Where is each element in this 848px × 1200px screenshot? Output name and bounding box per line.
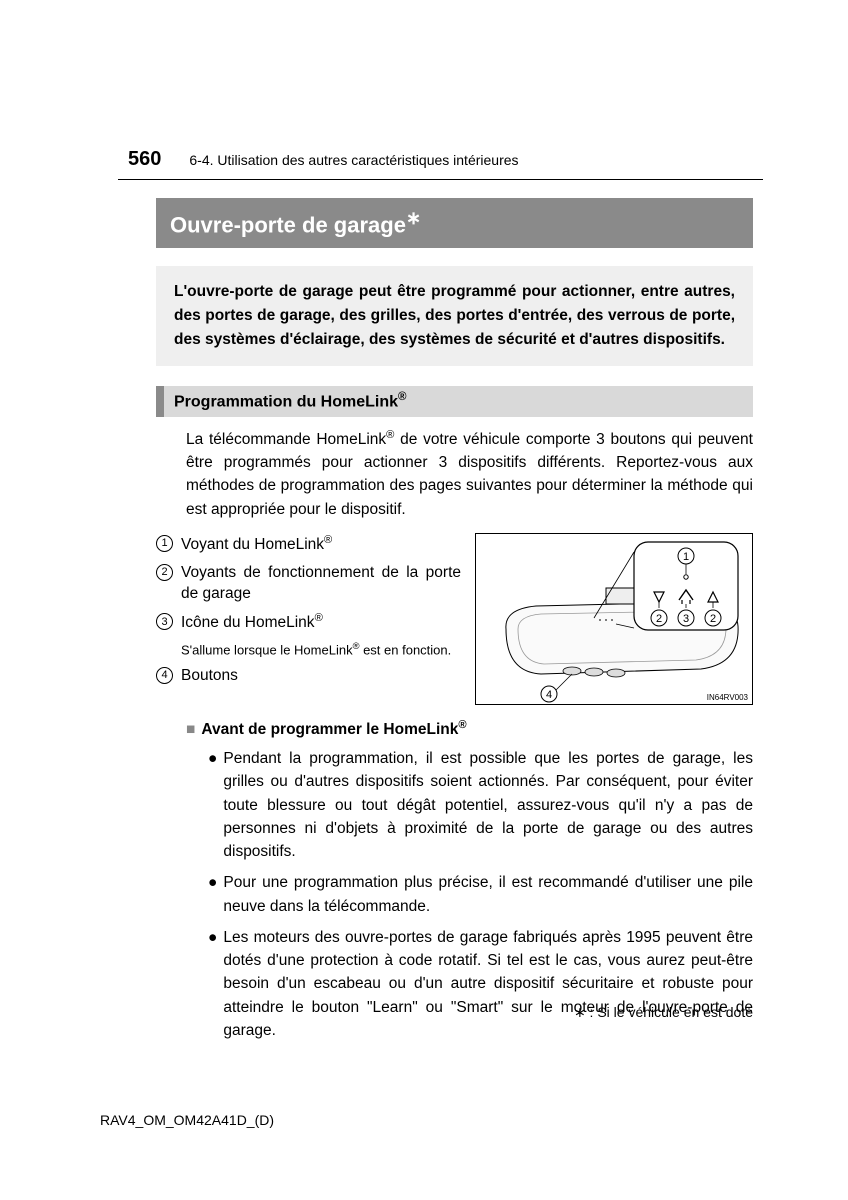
diagram-code: IN64RV003 — [707, 693, 748, 702]
list-item: 2 Voyants de fonctionnement de la porte … — [156, 562, 461, 605]
registered-mark: ® — [458, 719, 466, 731]
title-bar: Ouvre-porte de garage∗ — [156, 198, 753, 248]
title-asterisk: ∗ — [406, 208, 421, 228]
bullet-icon: ● — [208, 747, 217, 863]
two-column-section: 1 Voyant du HomeLink® 2 Voyants de fonct… — [156, 533, 753, 705]
bullet-item: ● Pour une programmation plus précise, i… — [208, 871, 753, 918]
subsection-heading: ■ Avant de programmer le HomeLink® — [186, 719, 753, 739]
svg-text:4: 4 — [546, 689, 552, 701]
item-text: Voyant du HomeLink® — [181, 533, 461, 556]
subhead-text: Avant de programmer le HomeLink — [201, 721, 458, 738]
diagram-svg: 1 2 3 2 — [476, 534, 752, 704]
page-content: 560 6-4. Utilisation des autres caractér… — [0, 0, 848, 1042]
bullet-text: Les moteurs des ouvre-portes de garage f… — [223, 926, 753, 1042]
title-text: Ouvre-porte de garage — [170, 212, 406, 237]
item-text: Icône du HomeLink® — [181, 611, 461, 634]
list-item: 3 Icône du HomeLink® — [156, 611, 461, 634]
svg-text:2: 2 — [710, 613, 716, 625]
item-text: Boutons — [181, 665, 461, 687]
mirror-diagram: 1 2 3 2 — [475, 533, 753, 705]
circled-number-icon: 3 — [156, 613, 173, 630]
square-marker-icon: ■ — [186, 721, 195, 738]
section-header: Programmation du HomeLink® — [156, 386, 753, 416]
page-number: 560 — [128, 148, 161, 171]
document-id: RAV4_OM_OM42A41D_(D) — [100, 1112, 274, 1128]
header-rule — [118, 179, 763, 180]
breadcrumb: 6-4. Utilisation des autres caractéristi… — [189, 152, 518, 168]
bullet-item: ● Les moteurs des ouvre-portes de garage… — [208, 926, 753, 1042]
bullet-item: ● Pendant la programmation, il est possi… — [208, 747, 753, 863]
svg-text:1: 1 — [683, 551, 689, 563]
description-text: La télécommande HomeLink® de votre véhic… — [186, 427, 753, 521]
bullet-icon: ● — [208, 871, 217, 918]
header-row: 560 6-4. Utilisation des autres caractér… — [128, 148, 753, 171]
footnote: ∗ : Si le véhicule en est doté — [574, 1004, 753, 1021]
registered-mark: ® — [398, 391, 407, 403]
circled-number-icon: 4 — [156, 667, 173, 684]
bullet-icon: ● — [208, 926, 217, 1042]
section-header-text: Programmation du HomeLink — [174, 394, 398, 411]
svg-text:3: 3 — [683, 613, 689, 625]
circled-number-icon: 2 — [156, 564, 173, 581]
bullet-text: Pendant la programmation, il est possibl… — [223, 747, 753, 863]
item-text: Voyants de fonctionnement de la porte de… — [181, 562, 461, 605]
numbered-list: 1 Voyant du HomeLink® 2 Voyants de fonct… — [156, 533, 461, 705]
list-item: 1 Voyant du HomeLink® — [156, 533, 461, 556]
svg-text:2: 2 — [656, 613, 662, 625]
bullet-text: Pour une programmation plus précise, il … — [223, 871, 753, 918]
item-note: S'allume lorsque le HomeLink® est en fon… — [181, 640, 461, 659]
circled-number-icon: 1 — [156, 535, 173, 552]
intro-box: L'ouvre-porte de garage peut être progra… — [156, 266, 753, 366]
list-item: 4 Boutons — [156, 665, 461, 687]
